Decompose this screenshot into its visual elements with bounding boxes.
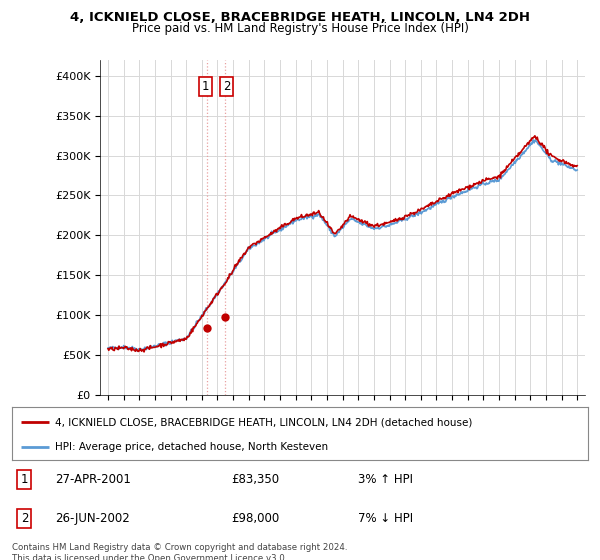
Text: Price paid vs. HM Land Registry's House Price Index (HPI): Price paid vs. HM Land Registry's House … bbox=[131, 22, 469, 35]
Text: 2: 2 bbox=[20, 512, 28, 525]
Text: £98,000: £98,000 bbox=[231, 512, 279, 525]
Text: Contains HM Land Registry data © Crown copyright and database right 2024.
This d: Contains HM Land Registry data © Crown c… bbox=[12, 543, 347, 560]
Text: 4, ICKNIELD CLOSE, BRACEBRIDGE HEATH, LINCOLN, LN4 2DH (detached house): 4, ICKNIELD CLOSE, BRACEBRIDGE HEATH, LI… bbox=[55, 417, 473, 427]
Text: 26-JUN-2002: 26-JUN-2002 bbox=[55, 512, 130, 525]
Text: 1: 1 bbox=[202, 80, 209, 93]
Text: HPI: Average price, detached house, North Kesteven: HPI: Average price, detached house, Nort… bbox=[55, 442, 328, 452]
Text: 1: 1 bbox=[20, 473, 28, 486]
Text: 7% ↓ HPI: 7% ↓ HPI bbox=[358, 512, 413, 525]
Text: 2: 2 bbox=[223, 80, 230, 93]
Text: 27-APR-2001: 27-APR-2001 bbox=[55, 473, 131, 486]
Text: £83,350: £83,350 bbox=[231, 473, 279, 486]
Text: 4, ICKNIELD CLOSE, BRACEBRIDGE HEATH, LINCOLN, LN4 2DH: 4, ICKNIELD CLOSE, BRACEBRIDGE HEATH, LI… bbox=[70, 11, 530, 24]
Text: 3% ↑ HPI: 3% ↑ HPI bbox=[358, 473, 413, 486]
